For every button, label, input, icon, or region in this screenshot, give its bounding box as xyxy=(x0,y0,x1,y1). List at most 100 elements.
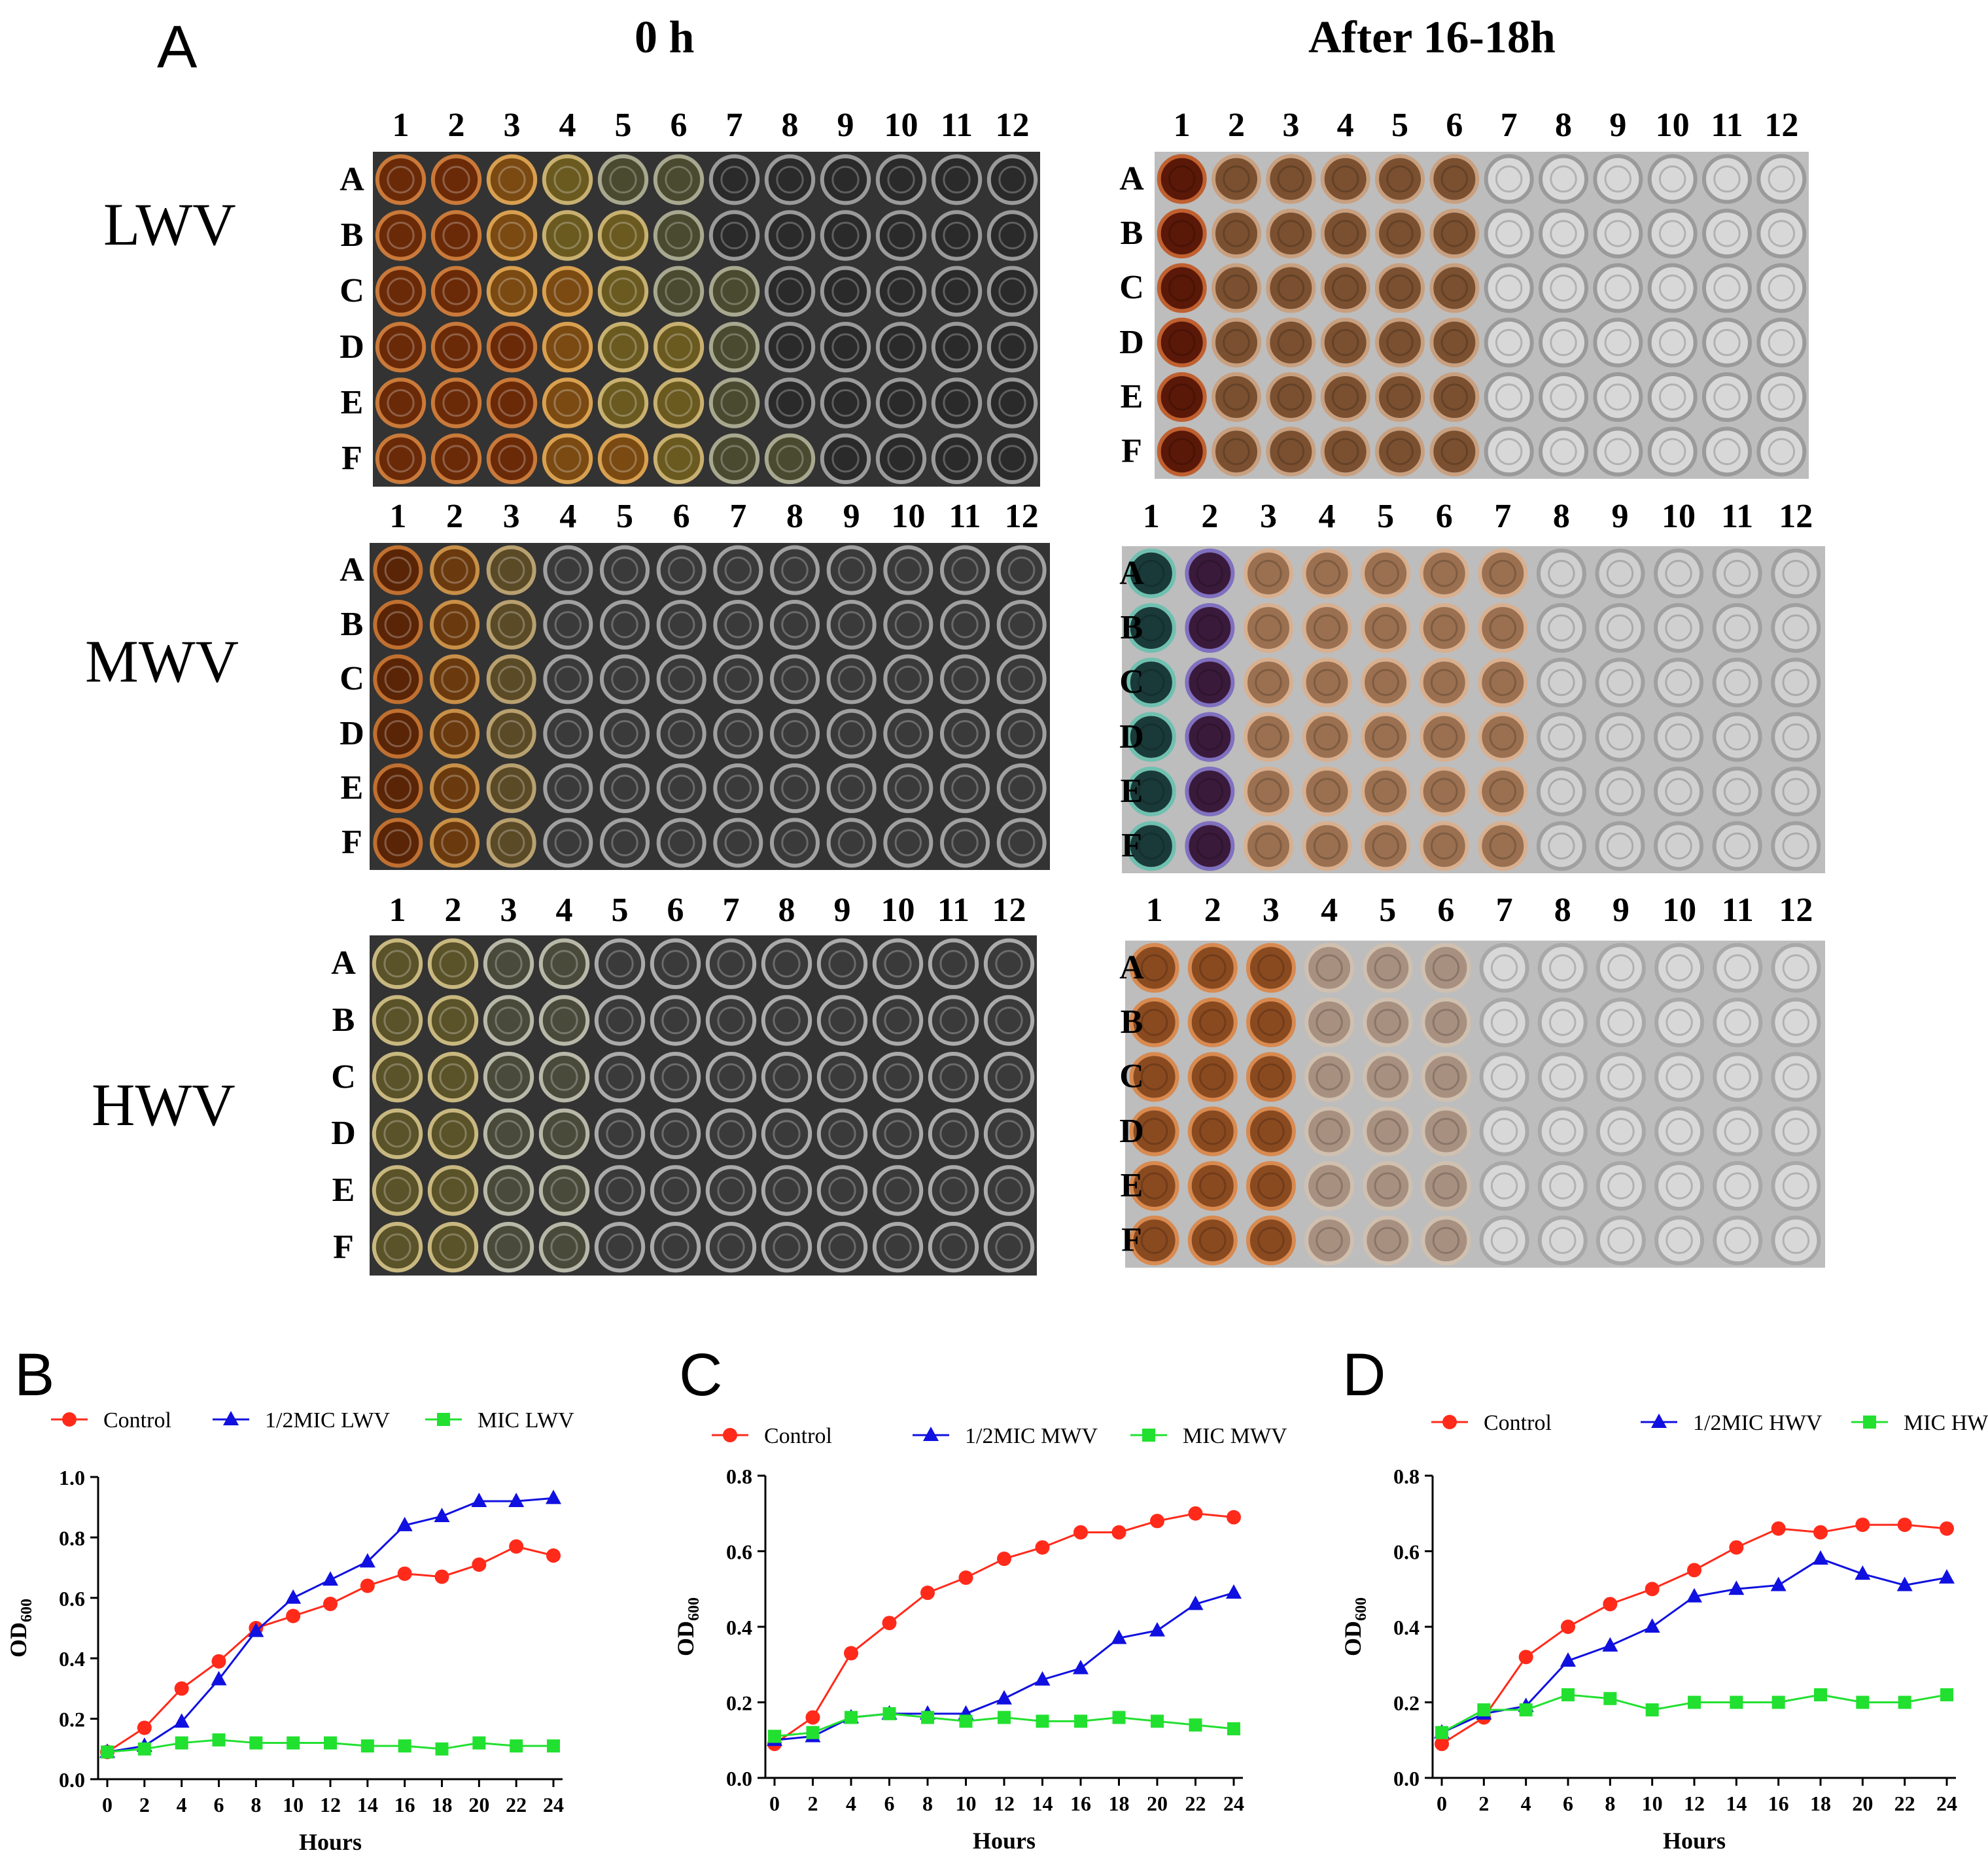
well-inner-ring xyxy=(781,774,809,802)
well xyxy=(1429,426,1480,477)
data-point xyxy=(508,1492,525,1507)
column-number: 4 xyxy=(1336,107,1354,144)
well xyxy=(1429,209,1480,258)
well-inner-ring xyxy=(439,950,467,978)
well-inner-ring xyxy=(442,389,470,417)
legend-label: MIC LWV xyxy=(478,1408,574,1433)
well xyxy=(650,995,701,1046)
row-label-mwv: MWV xyxy=(85,628,239,695)
well-inner-ring xyxy=(837,611,865,638)
well-inner-ring xyxy=(498,277,526,305)
data-point xyxy=(805,1710,820,1725)
well xyxy=(373,818,423,868)
well xyxy=(1593,263,1643,313)
well xyxy=(430,818,480,868)
well xyxy=(1654,998,1705,1047)
well xyxy=(1771,943,1821,993)
well xyxy=(430,654,480,704)
well xyxy=(826,763,877,813)
data-point xyxy=(397,1566,412,1581)
well-inner-ring xyxy=(724,829,752,857)
well xyxy=(1302,657,1352,708)
well-inner-ring xyxy=(609,165,637,194)
well-inner-ring xyxy=(1007,611,1036,638)
well-inner-ring xyxy=(1313,669,1341,697)
well xyxy=(826,818,877,868)
well xyxy=(543,600,593,650)
well xyxy=(1596,943,1646,993)
data-point xyxy=(360,1578,375,1593)
y-tick-label: 0.4 xyxy=(1393,1616,1420,1639)
well xyxy=(1246,1215,1296,1266)
data-point xyxy=(1863,1416,1876,1429)
well xyxy=(820,321,871,373)
well-inner-ring xyxy=(1374,1009,1401,1036)
well xyxy=(713,600,763,650)
well xyxy=(542,321,593,373)
well-inner-ring xyxy=(884,1176,912,1205)
well-inner-ring xyxy=(667,611,695,638)
y-tick-label: 0.2 xyxy=(59,1708,85,1731)
well-inner-ring xyxy=(1199,954,1227,982)
well xyxy=(427,995,479,1046)
well xyxy=(1713,1161,1763,1211)
well xyxy=(931,210,983,261)
well xyxy=(1429,154,1480,204)
well-inner-ring xyxy=(497,720,525,748)
well xyxy=(764,210,816,261)
column-number: 8 xyxy=(1555,107,1572,144)
well-inner-ring xyxy=(1331,328,1359,356)
data-point xyxy=(286,1608,301,1624)
well xyxy=(875,377,927,428)
well xyxy=(770,600,820,650)
well-inner-ring xyxy=(1196,723,1224,751)
well-inner-ring xyxy=(1607,1172,1635,1200)
well xyxy=(883,763,933,813)
well xyxy=(1421,998,1471,1047)
header-0h: 0 h xyxy=(635,12,695,63)
row-letter: C xyxy=(1119,1058,1144,1096)
well-inner-ring xyxy=(1430,559,1458,587)
well-inner-ring xyxy=(442,333,470,361)
well xyxy=(1187,943,1238,993)
well-inner-ring xyxy=(1665,1172,1693,1200)
well xyxy=(1361,767,1411,816)
well-plate-5 xyxy=(370,935,1037,1276)
column-number: 5 xyxy=(1391,107,1408,144)
well-inner-ring xyxy=(1665,614,1692,642)
well-inner-ring xyxy=(887,277,915,305)
well xyxy=(597,433,649,485)
well xyxy=(875,321,927,373)
well xyxy=(486,654,536,704)
row-letter: B xyxy=(332,1001,355,1039)
well-inner-ring xyxy=(1257,1226,1285,1255)
row-letter: A xyxy=(340,551,364,589)
x-tick-label: 0 xyxy=(769,1792,780,1815)
well xyxy=(650,1051,701,1103)
well-inner-ring xyxy=(887,333,915,361)
row-letter: B xyxy=(340,606,364,643)
well xyxy=(1246,943,1296,993)
well-inner-ring xyxy=(1490,1117,1518,1145)
data-point xyxy=(1518,1650,1533,1665)
well-inner-ring xyxy=(717,950,745,978)
well xyxy=(872,1051,924,1103)
row-letter: A xyxy=(1119,160,1144,198)
plate-background xyxy=(370,543,1050,870)
well-inner-ring xyxy=(1255,559,1282,587)
well-inner-ring xyxy=(720,165,748,194)
chart-c: Control 1/2MIC MWV MIC MWV 0.0 0.2 0.4 0.6 0.8 0… xyxy=(672,1424,1287,1854)
well xyxy=(543,708,593,759)
well xyxy=(996,654,1047,704)
well xyxy=(1484,372,1534,422)
well xyxy=(872,938,924,990)
well xyxy=(1647,372,1698,422)
well-inner-ring xyxy=(1665,778,1692,805)
well-inner-ring xyxy=(1724,1063,1751,1091)
well-inner-ring xyxy=(939,1233,968,1261)
well xyxy=(486,154,538,205)
well-inner-ring xyxy=(1386,328,1414,356)
well xyxy=(1363,1215,1413,1266)
well xyxy=(375,377,427,428)
row-letter: A xyxy=(340,160,364,198)
